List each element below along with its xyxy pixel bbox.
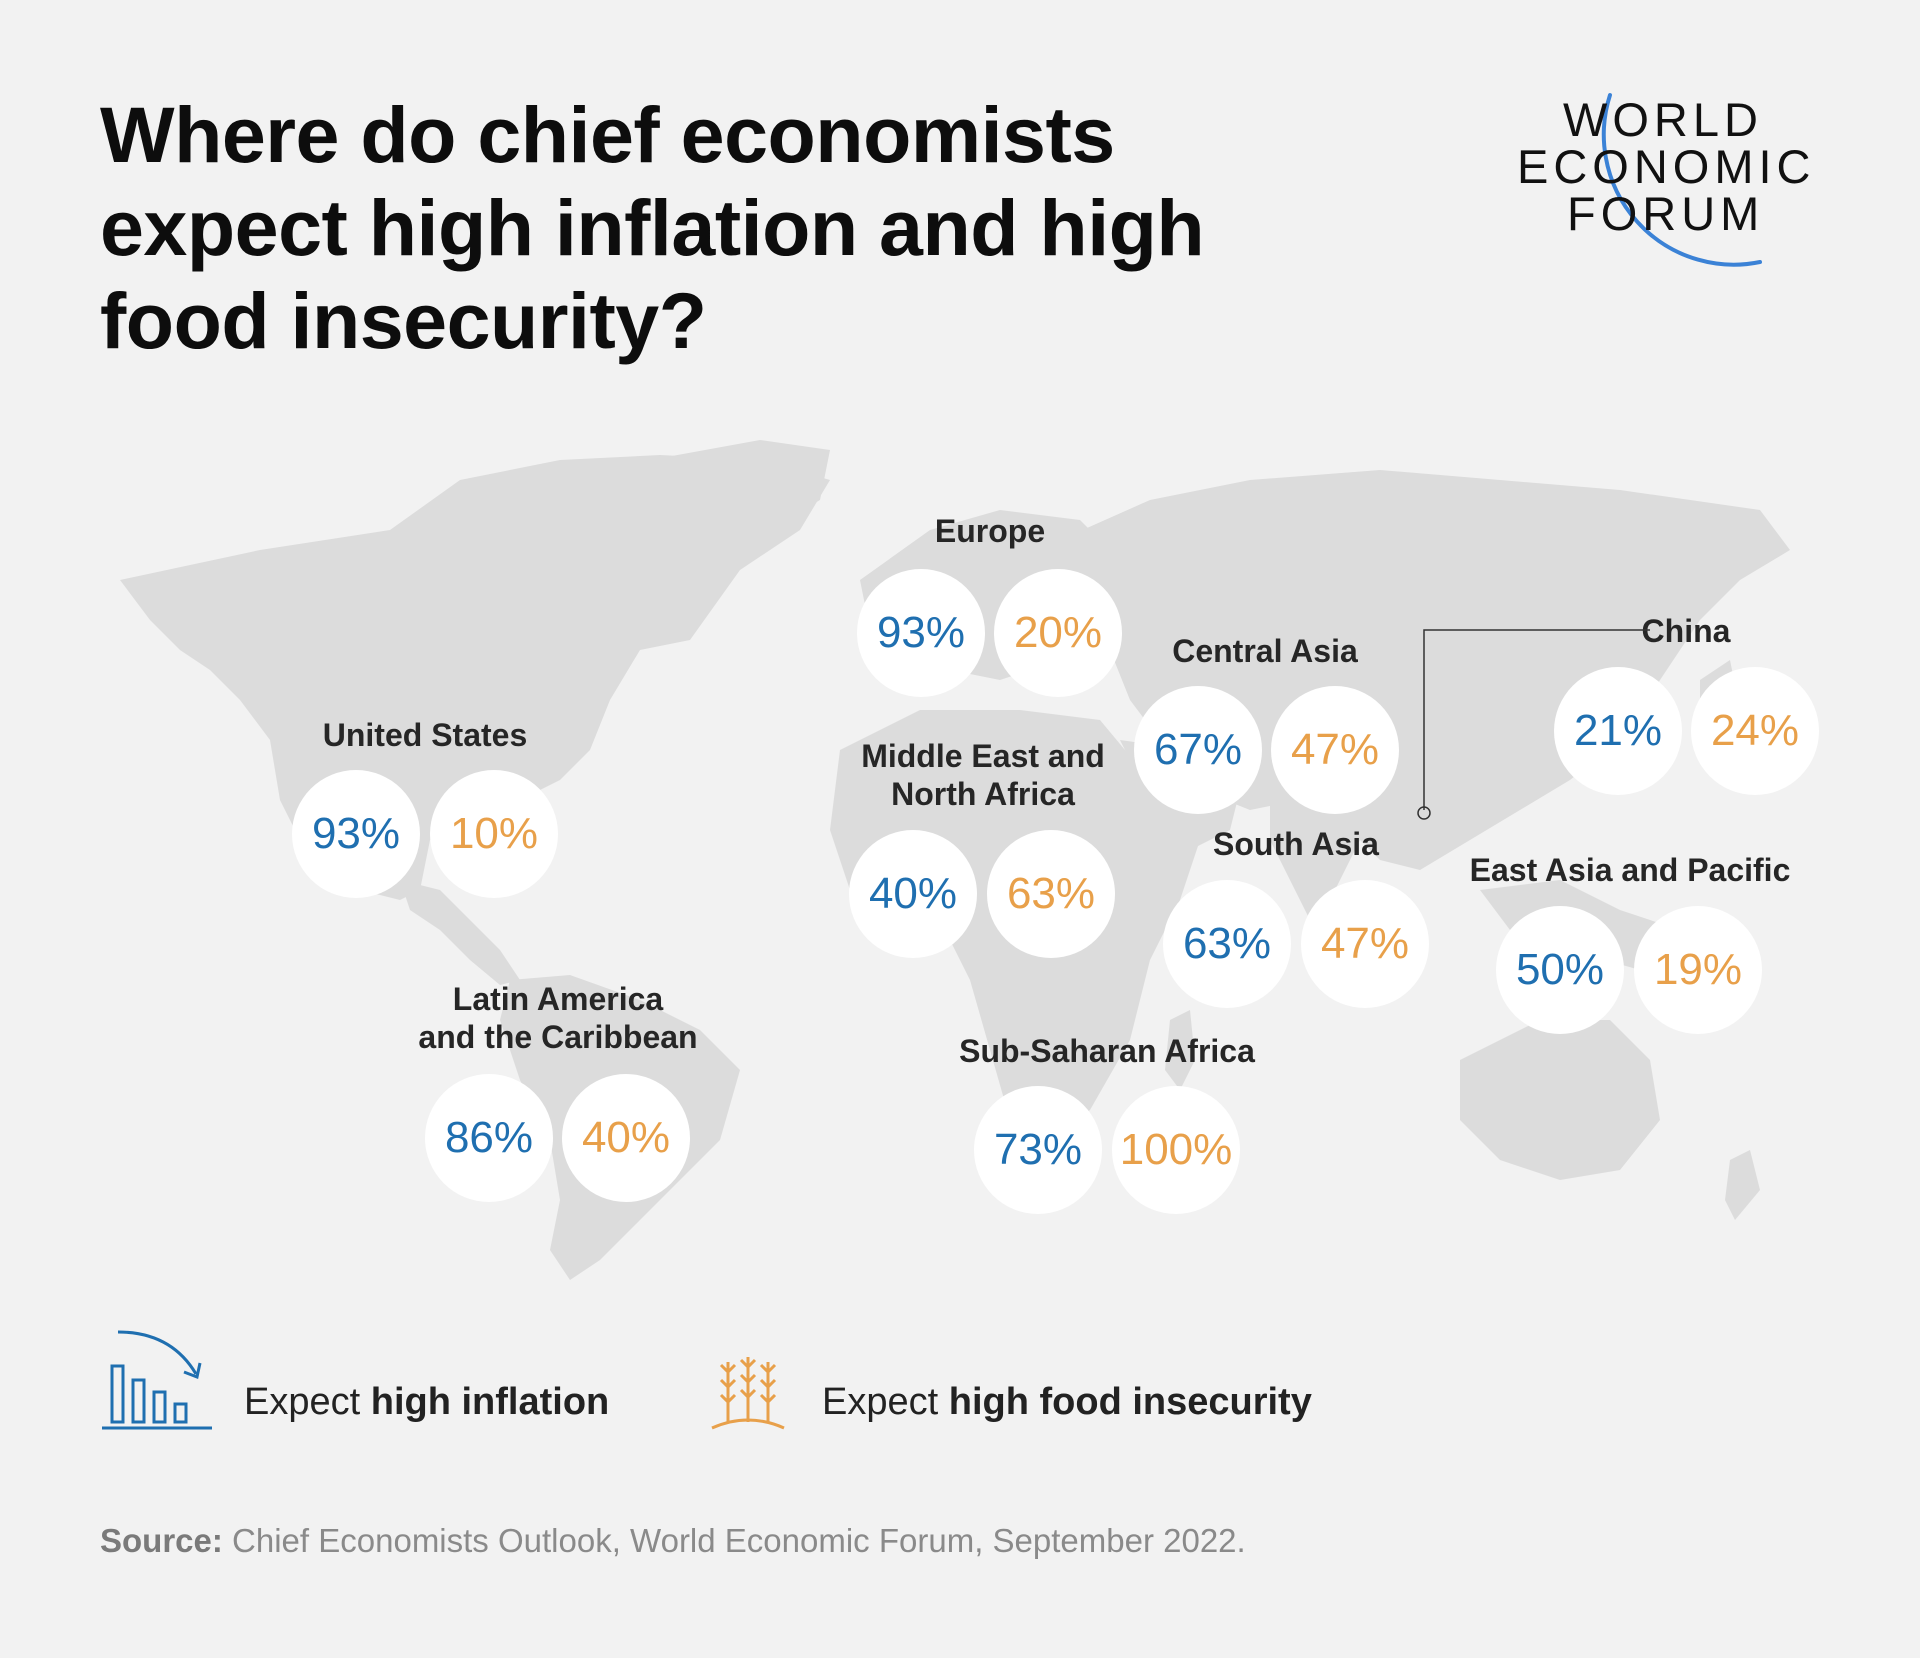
south-asia-inflation-value: 63% (1163, 880, 1291, 1008)
east-asia-pacific-inflation-value: 50% (1496, 906, 1624, 1034)
wheat-icon (711, 1357, 785, 1430)
south-asia-food-value: 47% (1301, 880, 1429, 1008)
mena-inflation-value: 40% (849, 830, 977, 958)
legend-food-text: Expect high food insecurity (822, 1381, 1312, 1423)
region-label-united-states: United States (322, 717, 528, 753)
mena-food-value: 63% (987, 830, 1115, 958)
title-line-2: expect high inflation and high (100, 183, 1205, 272)
region-label-europe: Europe (934, 513, 1046, 549)
china-leader-line (1417, 629, 1650, 820)
logo-line-1: WORLD (1563, 93, 1763, 146)
wef-logo: WORLD ECONOMIC FORUM (1500, 90, 1840, 290)
page-title: Where do chief economists expect high in… (100, 88, 1350, 367)
greenland-landmass (650, 440, 830, 530)
region-label-south-asia: South Asia (1213, 826, 1379, 862)
region-label-china: China (1641, 613, 1731, 649)
central-asia-food-value: 47% (1271, 686, 1399, 814)
central-asia-inflation-value: 67% (1134, 686, 1262, 814)
latin-america-food-value: 40% (562, 1074, 690, 1202)
latin-america-inflation-value: 86% (425, 1074, 553, 1202)
region-label-mena: Middle East and North Africa (861, 738, 1105, 812)
central-america-landmass (400, 880, 520, 985)
legend-inflation-text: Expect high inflation (244, 1381, 610, 1423)
europe-food-value: 20% (994, 569, 1122, 697)
india-landmass (1270, 790, 1360, 920)
europe-inflation-value: 93% (857, 569, 985, 697)
region-label-latin-america: Latin America and the Caribbean (418, 981, 698, 1055)
sub-saharan-africa-inflation-value: 73% (974, 1086, 1102, 1214)
logo-line-2: ECONOMIC (1517, 140, 1816, 193)
new-zealand-landmass (1725, 1150, 1760, 1220)
china-food-value: 24% (1691, 667, 1819, 795)
sub-saharan-africa-food-value: 100% (1112, 1086, 1240, 1214)
logo-line-3: FORUM (1567, 187, 1765, 240)
region-label-central-asia: Central Asia (1172, 633, 1358, 669)
australia-landmass (1460, 1020, 1660, 1180)
madagascar-landmass (1165, 1010, 1195, 1090)
east-asia-pacific-food-value: 19% (1634, 906, 1762, 1034)
region-label-east-asia-pacific: East Asia and Pacific (1469, 852, 1791, 888)
china-inflation-value: 21% (1554, 667, 1682, 795)
source-note: Source: Chief Economists Outlook, World … (100, 1522, 1246, 1559)
region-label-sub-saharan-africa: Sub-Saharan Africa (959, 1033, 1255, 1069)
logo-arc-icon (1601, 93, 1762, 267)
title-line-1: Where do chief economists (100, 90, 1115, 179)
north-america-landmass (120, 455, 830, 900)
title-line-3: food insecurity? (100, 276, 707, 365)
united-states-food-value: 10% (430, 770, 558, 898)
bar-chart-down-arrow-icon (102, 1330, 212, 1430)
united-states-inflation-value: 93% (292, 770, 420, 898)
legend-food: Expect high food insecurity (708, 1342, 1312, 1432)
legend-inflation: Expect high inflation (100, 1322, 609, 1432)
